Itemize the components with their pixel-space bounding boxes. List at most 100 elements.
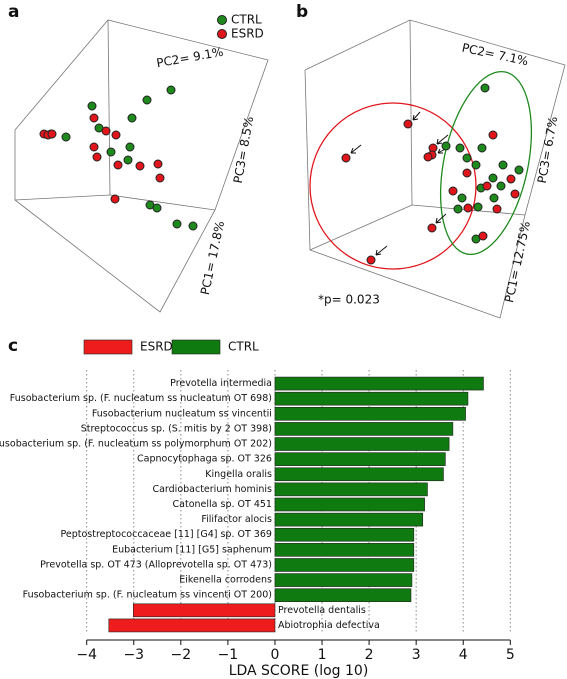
point bbox=[473, 202, 483, 212]
point bbox=[496, 181, 506, 191]
point bbox=[61, 132, 71, 142]
bar bbox=[274, 437, 450, 451]
x-tick-label: −2 bbox=[171, 647, 192, 663]
bar bbox=[274, 406, 466, 421]
point bbox=[498, 160, 508, 170]
point bbox=[111, 130, 121, 140]
point bbox=[341, 153, 351, 163]
category-label: Cardiobacterium hominis bbox=[152, 484, 272, 495]
point bbox=[403, 119, 413, 129]
x-tick-label: 1 bbox=[318, 647, 327, 663]
legend-swatch bbox=[83, 339, 133, 355]
point bbox=[514, 165, 524, 175]
bar bbox=[274, 452, 446, 466]
category-label: Fusobacterium sp. (F. nucleatum ss vince… bbox=[23, 590, 272, 601]
legend-swatch bbox=[217, 29, 227, 39]
point bbox=[166, 85, 176, 95]
axis-label: PC1= 17.8% bbox=[198, 220, 227, 297]
point bbox=[506, 174, 516, 184]
bar bbox=[274, 543, 415, 557]
point bbox=[106, 147, 116, 157]
category-label: Filifactor alocis bbox=[201, 514, 272, 525]
point bbox=[110, 194, 120, 204]
axis-label: PC3= 8.5% bbox=[231, 115, 257, 184]
x-tick-label: 0 bbox=[271, 647, 280, 663]
point bbox=[101, 126, 111, 136]
panel-b-box bbox=[304, 19, 566, 319]
point bbox=[480, 83, 490, 93]
legend-label: CTRL bbox=[228, 340, 259, 354]
x-tick-label: −4 bbox=[76, 647, 97, 663]
category-label: Fusobacterium nucleatum ss vincentii bbox=[92, 408, 272, 419]
point bbox=[127, 113, 137, 123]
category-label: Peptostreptococcaceae [11] [G4] sp. OT 3… bbox=[60, 529, 271, 540]
point bbox=[471, 160, 481, 170]
point bbox=[441, 141, 451, 151]
annotation: *p= 0.023 bbox=[318, 293, 380, 307]
panel-a-box bbox=[14, 19, 269, 313]
point bbox=[510, 189, 520, 199]
category-label: Prevotella sp. OT 473 (Alloprevotella sp… bbox=[40, 559, 272, 570]
legend-swatch bbox=[171, 339, 221, 355]
x-tick-label: 4 bbox=[459, 647, 468, 663]
point bbox=[47, 129, 57, 139]
bar bbox=[274, 558, 415, 572]
bar bbox=[274, 588, 412, 603]
point bbox=[423, 152, 433, 162]
category-label: Abiotrophia defectiva bbox=[278, 620, 380, 631]
point bbox=[152, 203, 162, 213]
point bbox=[462, 153, 472, 163]
bar bbox=[274, 497, 425, 512]
axis-label: PC1= 12.75% bbox=[502, 220, 533, 304]
point bbox=[125, 142, 135, 152]
bar bbox=[274, 512, 424, 527]
category-label: Kingella oralis bbox=[205, 469, 272, 480]
point bbox=[89, 142, 99, 152]
point bbox=[92, 152, 102, 162]
point bbox=[478, 231, 488, 241]
point bbox=[366, 255, 376, 265]
category-label: Streptococcus sp. (S. mitis by 2 OT 398) bbox=[81, 423, 272, 434]
point bbox=[488, 130, 498, 140]
point bbox=[87, 101, 97, 111]
point bbox=[453, 204, 463, 214]
category-label: Eubacterium [11] [G5] saphenum bbox=[112, 544, 272, 555]
x-tick-label: 2 bbox=[365, 647, 374, 663]
point bbox=[188, 221, 198, 231]
axis-label: PC3= 6.7% bbox=[535, 115, 561, 184]
x-tick-label: −1 bbox=[218, 647, 239, 663]
bar bbox=[274, 376, 484, 391]
point bbox=[142, 95, 152, 105]
point bbox=[457, 193, 467, 203]
point bbox=[123, 155, 133, 165]
bar bbox=[274, 467, 444, 482]
bar bbox=[108, 618, 276, 633]
point bbox=[455, 143, 465, 153]
point bbox=[488, 173, 498, 183]
point bbox=[462, 168, 472, 178]
bar bbox=[133, 603, 276, 618]
bar bbox=[274, 422, 454, 436]
category-label: Capnocytophaga sp. OT 326 bbox=[137, 454, 272, 465]
legend-label: ESRD bbox=[140, 340, 173, 354]
x-tick-label: −3 bbox=[123, 647, 144, 663]
bar bbox=[274, 573, 413, 587]
axis-label: PC2= 9.1% bbox=[155, 45, 224, 71]
x-tick-label: 5 bbox=[506, 647, 515, 663]
category-label: Prevotella intermedia bbox=[170, 378, 272, 389]
x-tick-label: 3 bbox=[412, 647, 421, 663]
category-label: Eikenella corrodens bbox=[179, 575, 272, 586]
legend-swatch bbox=[217, 15, 227, 25]
panel-label: a bbox=[8, 2, 19, 22]
point bbox=[482, 181, 492, 191]
category-label: Fusobacterium sp. (F. nucleatum ss nucle… bbox=[10, 393, 272, 404]
point bbox=[155, 173, 165, 183]
point bbox=[89, 113, 99, 123]
point bbox=[135, 161, 145, 171]
x-axis-label: LDA SCORE (log 10) bbox=[229, 663, 369, 679]
panel-label: b bbox=[296, 2, 308, 22]
point bbox=[172, 219, 182, 229]
point bbox=[448, 186, 458, 196]
bar bbox=[274, 391, 469, 406]
